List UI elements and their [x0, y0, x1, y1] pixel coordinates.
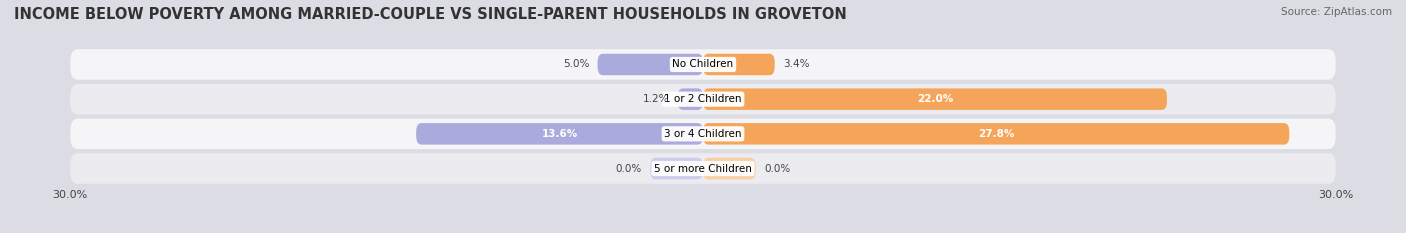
Text: No Children: No Children [672, 59, 734, 69]
Text: 3.4%: 3.4% [783, 59, 810, 69]
Text: 30.0%: 30.0% [52, 190, 89, 200]
Text: INCOME BELOW POVERTY AMONG MARRIED-COUPLE VS SINGLE-PARENT HOUSEHOLDS IN GROVETO: INCOME BELOW POVERTY AMONG MARRIED-COUPL… [14, 7, 846, 22]
Text: 27.8%: 27.8% [979, 129, 1014, 139]
FancyBboxPatch shape [70, 153, 1336, 184]
FancyBboxPatch shape [703, 54, 775, 75]
Text: 1.2%: 1.2% [643, 94, 669, 104]
FancyBboxPatch shape [650, 158, 703, 179]
Text: Source: ZipAtlas.com: Source: ZipAtlas.com [1281, 7, 1392, 17]
FancyBboxPatch shape [703, 158, 756, 179]
Text: 5.0%: 5.0% [562, 59, 589, 69]
FancyBboxPatch shape [70, 49, 1336, 80]
Text: 22.0%: 22.0% [917, 94, 953, 104]
FancyBboxPatch shape [70, 119, 1336, 149]
Text: 5 or more Children: 5 or more Children [654, 164, 752, 174]
FancyBboxPatch shape [70, 84, 1336, 114]
FancyBboxPatch shape [703, 88, 1167, 110]
FancyBboxPatch shape [416, 123, 703, 145]
Text: 0.0%: 0.0% [765, 164, 790, 174]
Text: 0.0%: 0.0% [616, 164, 643, 174]
FancyBboxPatch shape [678, 88, 703, 110]
Text: 3 or 4 Children: 3 or 4 Children [664, 129, 742, 139]
Text: 13.6%: 13.6% [541, 129, 578, 139]
Text: 30.0%: 30.0% [1317, 190, 1354, 200]
FancyBboxPatch shape [598, 54, 703, 75]
FancyBboxPatch shape [703, 123, 1289, 145]
Text: 1 or 2 Children: 1 or 2 Children [664, 94, 742, 104]
